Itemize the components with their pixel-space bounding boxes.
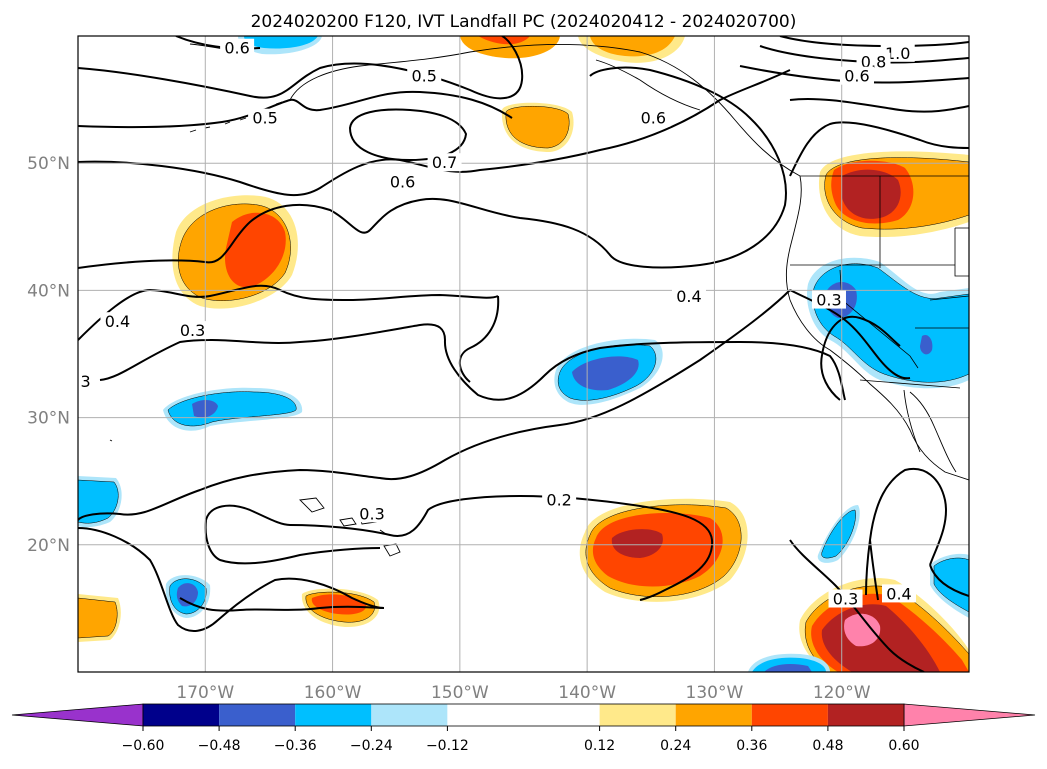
anomaly-region [78, 594, 121, 642]
y-tick-label: 20°N [27, 536, 70, 556]
colorbar-frame [142, 703, 905, 727]
contour-label-bg [385, 172, 420, 191]
colorbar-swatch [371, 704, 448, 726]
colorbar-swatch [675, 704, 752, 726]
contour-label: 0.6 [390, 172, 415, 191]
colorbar-swatch [295, 704, 372, 726]
contour-label-bg [78, 371, 93, 390]
y-tick-label: 40°N [27, 281, 70, 301]
contour-label-bg [427, 153, 462, 172]
colorbar-tick-label: −0.60 [122, 738, 165, 754]
anomaly-region [238, 36, 322, 55]
contour-label-bg [839, 66, 874, 85]
anomaly-region [554, 338, 663, 405]
contour-label: 1.0 [885, 44, 910, 63]
plot-frame [77, 35, 970, 673]
anomaly-region [748, 653, 830, 672]
anomaly-region [579, 498, 748, 602]
anomaly-region [818, 151, 969, 238]
colorbar-swatch [143, 704, 220, 726]
contour-label-bg [856, 52, 891, 71]
contour-label-bg [220, 38, 255, 57]
colorbar-tick-label: −0.48 [198, 738, 241, 754]
contour-label-bg [248, 108, 283, 127]
contour-label: 0.3 [833, 589, 858, 608]
x-tick-label: 150°W [431, 683, 489, 703]
contour-label-bg [355, 504, 390, 523]
colorbar-swatch [751, 704, 828, 726]
contour-label: 0.3 [180, 321, 205, 340]
contour-label: 0.3 [816, 291, 841, 310]
contour-label-bg [828, 589, 863, 608]
x-tick-label: 120°W [813, 683, 871, 703]
contour-label: 0.4 [676, 287, 701, 306]
contour-label: 0.6 [844, 67, 869, 86]
contour-label: 0.3 [359, 504, 384, 523]
anomaly-region [578, 36, 685, 63]
colorbar-extend-low [11, 703, 144, 727]
y-tick-label: 30°N [27, 409, 70, 429]
contour-label: 0.5 [411, 67, 436, 86]
borders [790, 175, 969, 389]
colorbar-tick-label: 0.60 [888, 738, 919, 754]
contour-label: 0.4 [105, 312, 130, 331]
contour-label-bg [881, 584, 916, 603]
gridlines [78, 36, 969, 672]
anomaly-region [501, 102, 574, 152]
contour-label-bg [671, 286, 706, 305]
contour-label-bg [636, 108, 671, 127]
contour-label-bg [175, 321, 210, 340]
contour-label-bg [407, 66, 442, 85]
x-tick-label: 170°W [176, 683, 234, 703]
contour-label: 0.4 [886, 584, 911, 603]
coastlines [109, 43, 969, 557]
colorbar-swatch [599, 704, 676, 726]
contour-label-bg [811, 290, 846, 309]
shading-layer [78, 36, 969, 672]
anomaly-region [172, 195, 298, 309]
colorbar-tick-label: 0.36 [736, 738, 767, 754]
chart-title: 2024020200 F120, IVT Landfall PC (202402… [251, 12, 797, 32]
colorbar-tick-label: −0.36 [274, 738, 317, 754]
colorbar-tick-label: 0.48 [812, 738, 843, 754]
contour-label: 0.5 [252, 109, 277, 128]
y-tick-label: 50°N [27, 154, 70, 174]
colorbar-tick-label: −0.12 [426, 738, 469, 754]
contour-label-bg [100, 312, 135, 331]
colorbar-tick-label: 0.24 [660, 738, 691, 754]
colorbar-swatch [827, 704, 904, 726]
contour-label: 0.2 [546, 490, 571, 509]
colorbar: −0.60 −0.48 −0.36 −0.24 −0.12 0.12 0.24 0.36 0.4… [11, 703, 1036, 754]
anomaly-region [930, 553, 969, 618]
colorbar-tick-label: 0.12 [584, 738, 615, 754]
contour-labels: 0.6 1.00.80.60.50.5 0.60.70.60.4 0.30.4 0.33… [78, 38, 916, 608]
x-tick-label: 160°W [304, 683, 362, 703]
x-tick-label: 130°W [686, 683, 744, 703]
contour-label: 3 [81, 372, 91, 391]
anomaly-region [817, 505, 860, 563]
contour-label-bg [542, 490, 577, 509]
contour-label: 0.6 [224, 39, 249, 58]
contour-label: 0.7 [432, 153, 457, 172]
axis-labels: 170°W 160°W 150°W 140°W 130°W 120°W 20°N 30°N 40… [27, 154, 871, 703]
colorbar-tick-label: −0.24 [350, 738, 393, 754]
colorbar-swatch [447, 704, 600, 726]
x-tick-label: 140°W [558, 683, 616, 703]
colorbar-swatch [219, 704, 296, 726]
contour-label: 0.6 [641, 109, 666, 128]
plot-area: 0.6 1.00.80.60.50.5 0.60.70.60.4 0.30.4 0.33… [78, 36, 969, 672]
colorbar-extend-high [903, 703, 1036, 727]
